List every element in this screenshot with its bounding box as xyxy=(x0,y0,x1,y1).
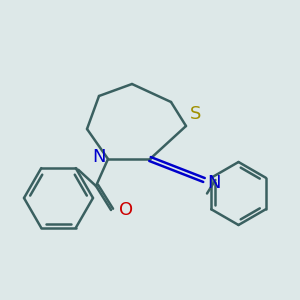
Text: N: N xyxy=(207,174,220,192)
Text: O: O xyxy=(118,201,133,219)
Text: S: S xyxy=(190,105,201,123)
Text: N: N xyxy=(92,148,106,166)
